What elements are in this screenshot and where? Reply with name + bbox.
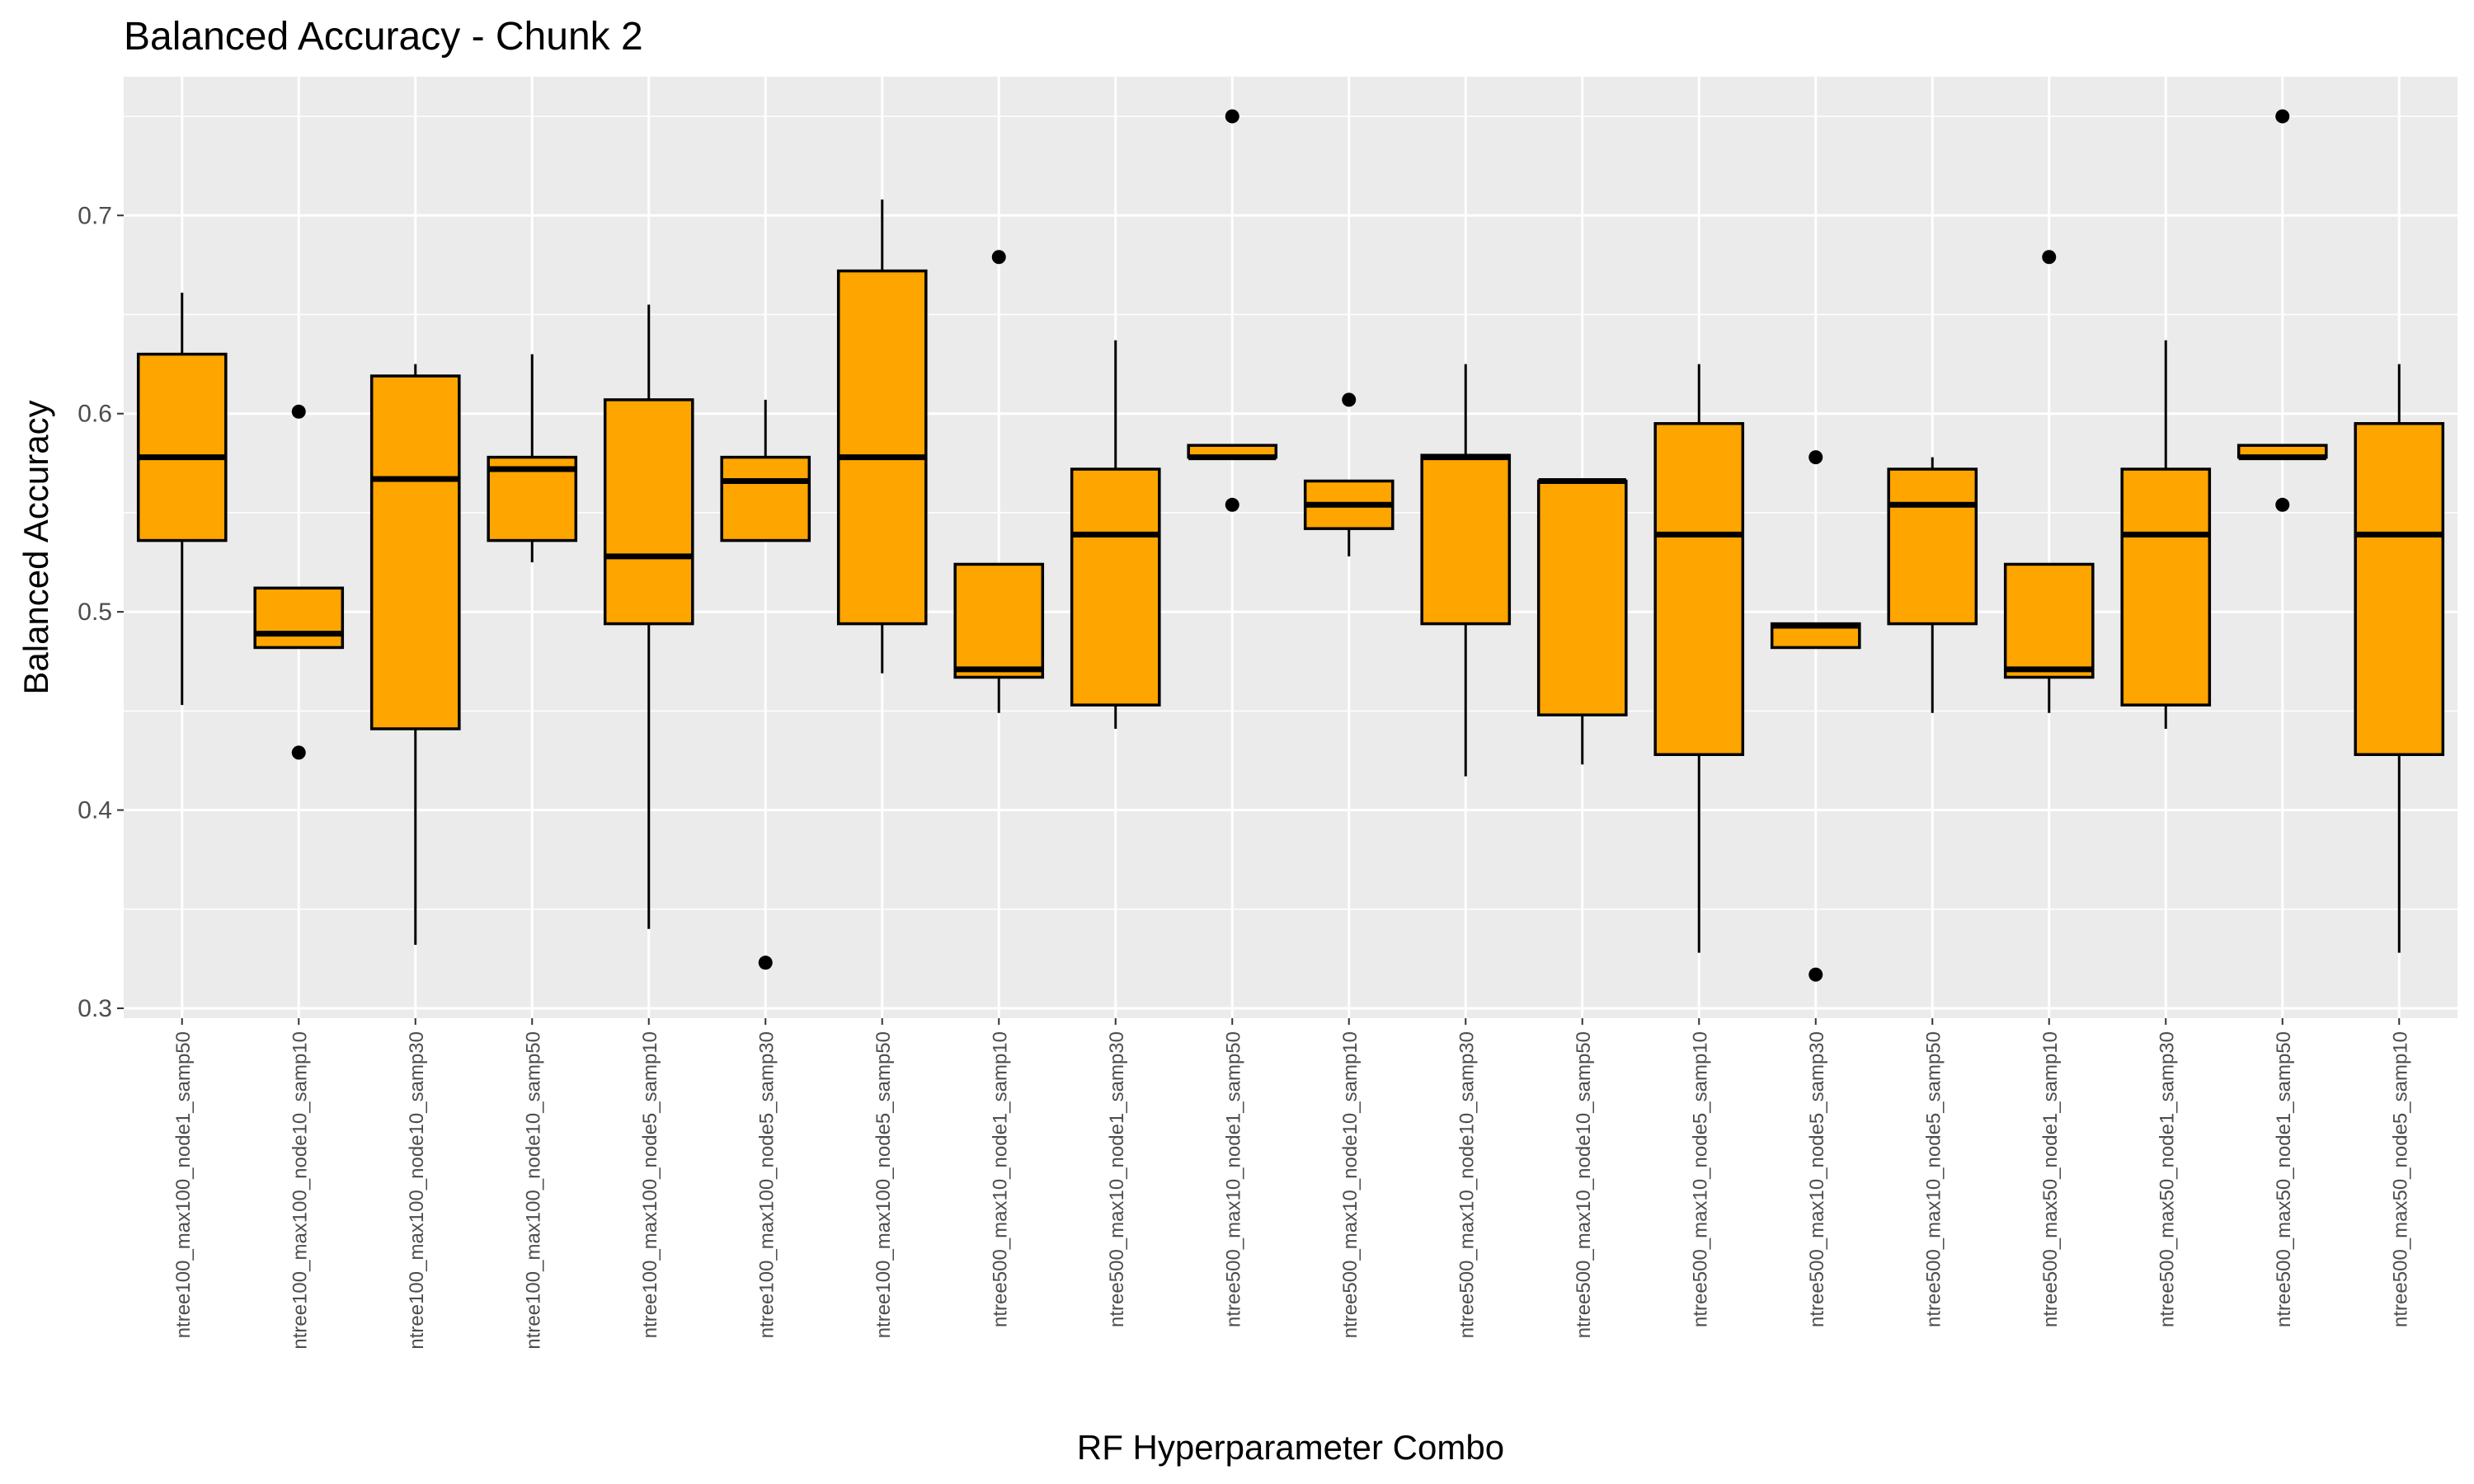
x-tick-label: ntree100_max100_node10_samp50 <box>522 1031 544 1350</box>
outlier-point <box>1225 497 1239 512</box>
x-tick-label: ntree500_max50_node1_samp30 <box>2156 1031 2178 1327</box>
box <box>253 586 345 650</box>
plot-panel <box>124 77 2458 1018</box>
box <box>1536 479 1628 716</box>
box <box>2003 562 2095 679</box>
box-group <box>603 304 694 929</box>
outlier-point <box>291 745 306 760</box>
outlier-point <box>291 404 306 419</box>
box-group <box>2003 250 2095 713</box>
outlier-point <box>1808 450 1823 465</box>
x-tick-label: ntree500_max10_node10_samp10 <box>1339 1031 1362 1338</box>
y-axis-title: Balanced Accuracy <box>16 400 55 694</box>
x-tick-label: ntree100_max100_node5_samp50 <box>872 1031 895 1338</box>
x-tick-label: ntree100_max100_node1_samp50 <box>172 1031 195 1338</box>
outlier-point <box>2275 497 2290 512</box>
y-axis: 0.3 0.4 0.5 0.6 0.7 <box>78 202 124 1022</box>
box-group <box>720 399 811 970</box>
x-tick-label: ntree500_max10_node1_samp50 <box>1222 1031 1244 1327</box>
x-tick-label: ntree100_max100_node10_samp10 <box>289 1031 311 1350</box>
x-tick-label: ntree500_max10_node1_samp30 <box>1106 1031 1128 1327</box>
box-group <box>1070 340 1161 729</box>
box <box>1420 453 1512 626</box>
box <box>369 374 461 730</box>
x-tick-label: ntree500_max10_node10_samp30 <box>1456 1031 1478 1338</box>
y-tick-label: 0.5 <box>78 599 112 626</box>
box-group <box>1303 392 1395 556</box>
box <box>136 352 228 542</box>
box-group <box>253 404 345 760</box>
box <box>1653 421 1745 756</box>
box <box>2120 467 2212 707</box>
box-group <box>1770 450 1861 982</box>
box-group <box>1887 457 1978 713</box>
box-group <box>2354 364 2445 953</box>
outlier-point <box>2042 250 2057 265</box>
chart-title: Balanced Accuracy - Chunk 2 <box>124 15 643 59</box>
box <box>1070 467 1161 707</box>
box-group <box>136 293 228 706</box>
box-group <box>1420 364 1512 777</box>
box-group <box>1653 364 1745 953</box>
x-tick-label: ntree100_max100_node10_samp30 <box>406 1031 428 1350</box>
y-tick-label: 0.6 <box>78 401 112 428</box>
box <box>1887 467 1978 626</box>
outlier-point <box>991 250 1006 265</box>
x-tick-label: ntree500_max10_node5_samp50 <box>1922 1031 1945 1327</box>
box-group <box>487 354 578 563</box>
x-tick-label: ntree500_max50_node1_samp50 <box>2273 1031 2295 1327</box>
y-tick-label: 0.4 <box>78 797 112 824</box>
x-tick-label: ntree500_max50_node1_samp10 <box>2039 1031 2062 1327</box>
outlier-point <box>2275 109 2290 124</box>
outlier-point <box>1225 109 1239 124</box>
x-axis: ntree100_max100_node1_samp50 ntree100_max… <box>172 1018 2411 1350</box>
x-tick-label: ntree500_max10_node5_samp10 <box>1689 1031 1711 1327</box>
y-tick-label: 0.7 <box>78 202 112 229</box>
box-group <box>2120 340 2212 729</box>
box-group <box>836 200 928 674</box>
box-group <box>1187 109 1278 512</box>
outlier-point <box>1342 392 1357 407</box>
box-group <box>1536 477 1628 765</box>
x-tick-label: ntree500_max10_node1_samp10 <box>989 1031 1011 1327</box>
x-tick-label: ntree500_max10_node10_samp50 <box>1573 1031 1595 1338</box>
x-axis-title: RF Hyperparameter Combo <box>1077 1428 1504 1467</box>
x-tick-label: ntree100_max100_node5_samp10 <box>639 1031 661 1338</box>
box-group <box>953 250 1045 713</box>
box <box>2354 421 2445 756</box>
outlier-point <box>758 956 773 970</box>
box <box>720 455 811 542</box>
box <box>603 398 694 626</box>
box <box>836 269 928 626</box>
x-tick-label: ntree500_max10_node5_samp30 <box>1806 1031 1828 1327</box>
y-tick-label: 0.3 <box>78 995 112 1022</box>
outlier-point <box>1808 967 1823 982</box>
x-tick-label: ntree100_max100_node5_samp30 <box>755 1031 778 1338</box>
box-group <box>2236 109 2328 512</box>
x-tick-label: ntree500_max50_node5_samp10 <box>2389 1031 2411 1327</box>
box <box>953 562 1045 679</box>
boxes <box>136 109 2445 982</box>
box-group <box>369 364 461 946</box>
